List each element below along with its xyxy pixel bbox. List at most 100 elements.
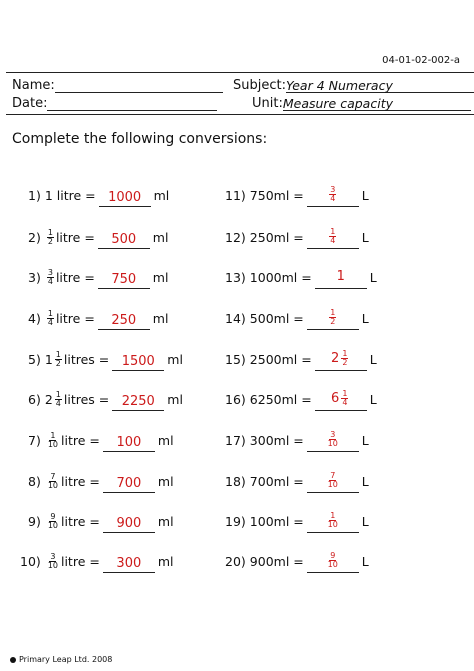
unit-label: L: [361, 513, 369, 529]
denominator: 4: [330, 236, 336, 245]
question-text: 1000ml =: [249, 269, 312, 285]
question-9: 9) 9 10 litre = 900 ml: [28, 506, 174, 536]
question-1: 1) 1 litre = 1000 ml: [28, 180, 169, 210]
unit-label: ml: [157, 473, 174, 489]
unit-label: L: [361, 473, 369, 489]
question-text: 900ml =: [249, 553, 304, 569]
denominator: 4: [55, 398, 61, 408]
answer-field[interactable]: 700: [102, 470, 155, 493]
subject-field: Year 4 Numeracy: [285, 78, 474, 93]
header-bottom-rule: [6, 114, 474, 115]
answer-field[interactable]: 1: [314, 266, 367, 289]
unit-label: ml: [153, 187, 170, 203]
answer-field[interactable]: 2250: [112, 388, 165, 411]
question-11: 11) 750ml = 3 4 L: [225, 180, 369, 210]
denominator: 4: [47, 317, 53, 327]
answer-value: 700: [116, 475, 142, 491]
question-text: litre =: [55, 310, 95, 326]
denominator: 10: [327, 480, 338, 489]
unit-label: L: [361, 229, 369, 245]
date-label: Date:: [12, 96, 48, 111]
answer-field[interactable]: 7 10: [306, 470, 359, 493]
question-13: 13) 1000ml = 1 L: [225, 262, 377, 292]
question-3: 3) 3 4 litre = 750 ml: [28, 262, 168, 292]
numerator: 7: [49, 471, 57, 482]
unit-label: ml: [157, 513, 174, 529]
question-2: 2) 1 2 litre = 500 ml: [28, 222, 168, 252]
subject-row: Subject:Year 4 Numeracy: [233, 78, 474, 93]
unit-label: ml: [157, 553, 174, 569]
question-text: 2500ml =: [249, 351, 312, 367]
answer-field[interactable]: 1 10: [306, 510, 359, 533]
unit-label: L: [361, 553, 369, 569]
quantity-fraction: 1 10: [45, 431, 61, 449]
question-number: 18): [225, 473, 246, 489]
answer-field[interactable]: 500: [97, 226, 150, 249]
numerator: 1: [54, 349, 62, 360]
whole-number: 1: [336, 268, 345, 284]
fraction: 7 10: [327, 472, 339, 489]
question-number: 9): [28, 513, 41, 529]
denominator: 10: [327, 520, 338, 529]
question-number: 10): [20, 553, 41, 569]
denominator: 2: [55, 358, 61, 368]
question-number: 20): [225, 553, 246, 569]
numerator: 3: [329, 185, 337, 195]
whole-number: 2: [44, 391, 53, 407]
answer-value: 900: [116, 515, 142, 531]
numerator: 9: [49, 511, 57, 522]
question-14: 14) 500ml = 1 2 L: [225, 303, 369, 333]
answer-fraction: 3 10: [325, 431, 341, 448]
fraction: 3 10: [327, 431, 339, 448]
numerator: 1: [329, 511, 337, 521]
unit-label: ml: [157, 432, 174, 448]
question-number: 2): [28, 229, 41, 245]
answer-field[interactable]: 300: [102, 550, 155, 573]
numerator: 1: [329, 308, 337, 318]
answer-value: 100: [116, 434, 142, 450]
answer-field[interactable]: 1500: [112, 348, 165, 371]
question-20: 20) 900ml = 9 10 L: [225, 546, 369, 576]
name-field[interactable]: [54, 78, 223, 93]
question-text: 700ml =: [249, 473, 304, 489]
answer-field[interactable]: 750: [97, 266, 150, 289]
question-number: 5): [28, 351, 41, 367]
question-text: litres =: [63, 391, 110, 407]
fraction: 9 10: [47, 511, 59, 530]
question-text: 6250ml =: [249, 391, 312, 407]
question-number: 19): [225, 513, 246, 529]
answer-field[interactable]: 9 10: [306, 550, 359, 573]
date-field[interactable]: [47, 96, 218, 111]
fraction: 7 10: [47, 471, 59, 490]
answer-field[interactable]: 1000: [98, 184, 151, 207]
answer-fraction: 1 10: [325, 512, 341, 529]
answer-field[interactable]: 100: [102, 429, 155, 452]
question-text: 1 litre =: [44, 187, 96, 203]
question-10: 10) 3 10 litre = 300 ml: [20, 546, 174, 576]
question-6: 6) 2 1 4 litres = 2250 ml: [28, 384, 183, 414]
unit-label: L: [369, 269, 377, 285]
question-number: 3): [28, 269, 41, 285]
question-text: litre =: [55, 229, 95, 245]
question-text: litre =: [61, 473, 100, 489]
answer-value: 300: [116, 555, 142, 571]
question-number: 11): [225, 187, 246, 203]
answer-field[interactable]: 250: [97, 307, 150, 330]
answer-value: 1500: [121, 353, 155, 369]
answer-field[interactable]: 3 10: [306, 429, 359, 452]
answer-field[interactable]: 900: [102, 510, 155, 533]
